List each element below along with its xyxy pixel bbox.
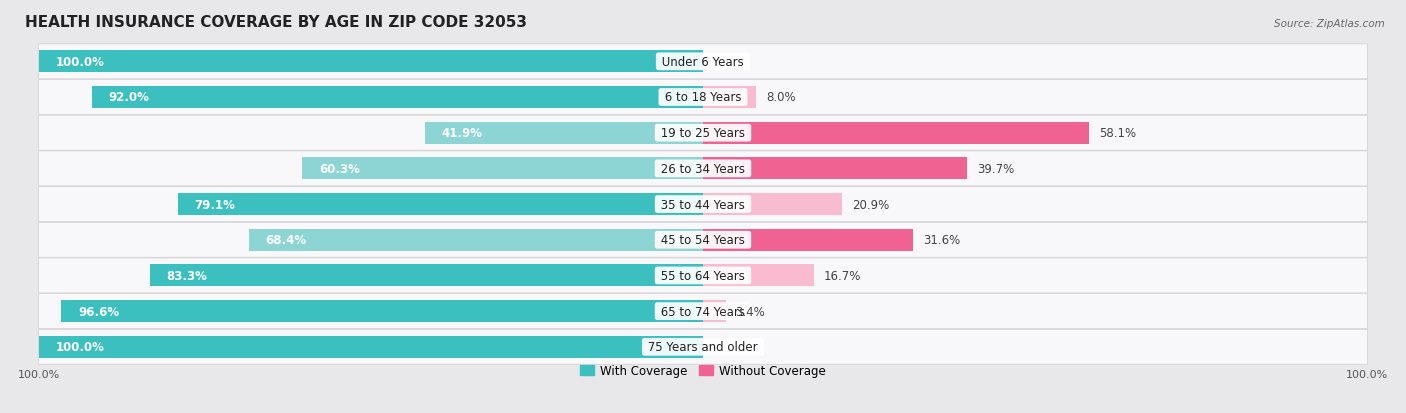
Bar [703,300,725,323]
Text: 8.0%: 8.0% [766,91,796,104]
Text: 20.9%: 20.9% [852,198,889,211]
Text: 96.6%: 96.6% [77,305,120,318]
FancyBboxPatch shape [38,258,1368,293]
Text: 100.0%: 100.0% [1346,369,1388,379]
Text: 100.0%: 100.0% [55,340,104,354]
Text: 45 to 54 Years: 45 to 54 Years [657,234,749,247]
Text: 41.9%: 41.9% [441,127,482,140]
Bar [249,229,703,251]
Text: 58.1%: 58.1% [1099,127,1136,140]
Bar [703,194,842,216]
Text: Source: ZipAtlas.com: Source: ZipAtlas.com [1274,19,1385,28]
Bar [39,51,703,73]
Bar [425,122,703,145]
Text: 65 to 74 Years: 65 to 74 Years [657,305,749,318]
Bar [703,265,814,287]
Bar [91,87,703,109]
Text: 75 Years and older: 75 Years and older [644,340,762,354]
Text: 6 to 18 Years: 6 to 18 Years [661,91,745,104]
FancyBboxPatch shape [38,187,1368,222]
Text: 60.3%: 60.3% [319,162,360,176]
Bar [703,87,756,109]
Bar [62,300,703,323]
Bar [302,158,703,180]
Text: 35 to 44 Years: 35 to 44 Years [657,198,749,211]
Text: 16.7%: 16.7% [824,269,862,282]
Text: 100.0%: 100.0% [55,56,104,69]
Text: 100.0%: 100.0% [18,369,60,379]
Bar [703,158,967,180]
Bar [703,122,1088,145]
FancyBboxPatch shape [38,116,1368,151]
FancyBboxPatch shape [38,330,1368,364]
Text: 3.4%: 3.4% [735,305,765,318]
Text: 31.6%: 31.6% [922,234,960,247]
Text: HEALTH INSURANCE COVERAGE BY AGE IN ZIP CODE 32053: HEALTH INSURANCE COVERAGE BY AGE IN ZIP … [25,15,527,30]
Bar [177,194,703,216]
FancyBboxPatch shape [38,152,1368,186]
Bar [703,229,912,251]
Bar [149,265,703,287]
Text: 39.7%: 39.7% [977,162,1014,176]
FancyBboxPatch shape [38,223,1368,258]
FancyBboxPatch shape [38,45,1368,80]
Text: 26 to 34 Years: 26 to 34 Years [657,162,749,176]
Text: 55 to 64 Years: 55 to 64 Years [657,269,749,282]
Text: 68.4%: 68.4% [266,234,307,247]
Text: Under 6 Years: Under 6 Years [658,56,748,69]
Bar [39,336,703,358]
Text: 92.0%: 92.0% [108,91,149,104]
Text: 79.1%: 79.1% [194,198,235,211]
FancyBboxPatch shape [38,80,1368,115]
Text: 83.3%: 83.3% [166,269,207,282]
Legend: With Coverage, Without Coverage: With Coverage, Without Coverage [575,360,831,382]
FancyBboxPatch shape [38,294,1368,329]
Text: 19 to 25 Years: 19 to 25 Years [657,127,749,140]
